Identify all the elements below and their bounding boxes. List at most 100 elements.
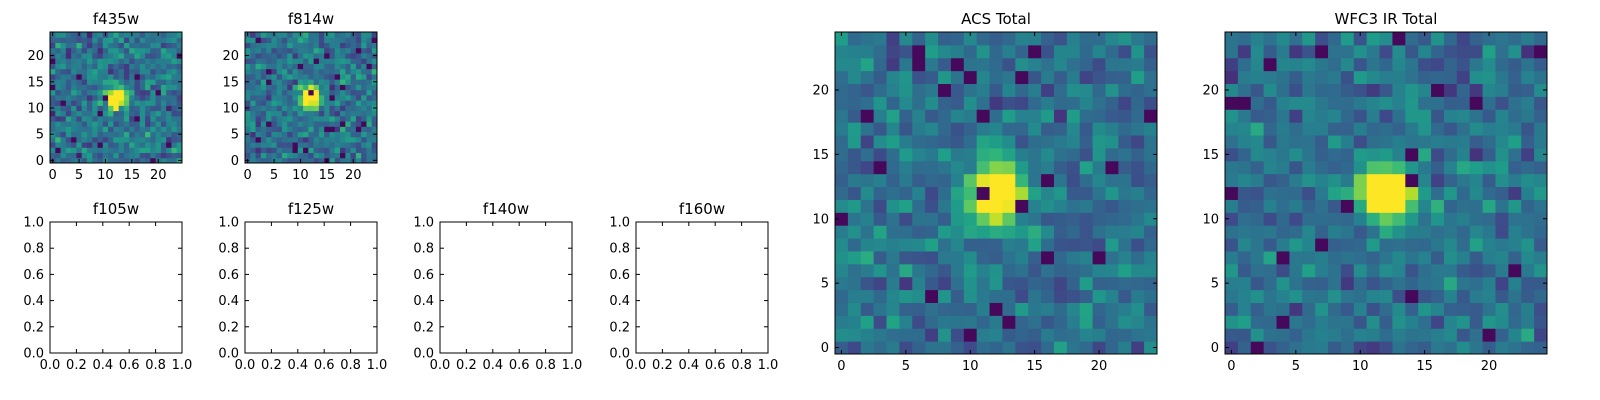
heatmap-cell: [1002, 238, 1016, 252]
heatmap-cell: [65, 147, 72, 154]
heatmap-cell: [1405, 96, 1419, 110]
heatmap-cell: [318, 100, 325, 106]
heatmap-cell: [835, 122, 849, 136]
heatmap-cell: [1521, 122, 1535, 136]
heatmap-cell: [1405, 238, 1419, 252]
heatmap-cell: [1105, 83, 1119, 97]
heatmap-cell: [92, 58, 99, 64]
heatmap-cell: [108, 68, 114, 75]
heatmap-cell: [938, 328, 952, 342]
heatmap-cell: [171, 79, 178, 85]
heatmap-cell: [976, 225, 991, 239]
heatmap-cell: [123, 73, 130, 80]
heatmap-cell: [1366, 263, 1381, 278]
heatmap-cell: [355, 136, 362, 143]
heatmap-cell: [97, 84, 104, 91]
heatmap-cell: [118, 94, 125, 101]
heatmap-cell: [166, 126, 172, 133]
heatmap-cell: [1225, 44, 1239, 59]
heatmap-cell: [176, 42, 183, 49]
heatmap-cell: [925, 250, 939, 265]
heatmap-cell: [250, 152, 257, 159]
heatmap-cell: [160, 58, 167, 64]
heatmap-cell: [1041, 328, 1055, 342]
heatmap-cell: [1250, 173, 1265, 188]
heatmap-cell: [102, 152, 109, 159]
heatmap-cell: [145, 89, 151, 96]
heatmap-cell: [1105, 199, 1119, 213]
heatmap-cell: [1534, 109, 1548, 123]
heatmap-cell: [1353, 238, 1368, 252]
heatmap-cell: [355, 68, 362, 75]
heatmap-cell: [938, 263, 952, 278]
heatmap-cell: [912, 341, 926, 355]
heatmap-cell: [97, 100, 104, 106]
heatmap-cell: [899, 83, 913, 97]
heatmap-cell: [145, 58, 151, 64]
heatmap-cell: [1328, 238, 1342, 252]
heatmap-cell: [250, 136, 257, 143]
heatmap-cell: [1405, 199, 1419, 213]
heatmap-cell: [1340, 328, 1355, 342]
heatmap-cell: [118, 52, 125, 59]
heatmap-cell: [1092, 44, 1106, 59]
heatmap-cell: [963, 160, 978, 175]
heatmap-cell: [366, 52, 373, 59]
heatmap-cell: [835, 225, 849, 239]
heatmap-cell: [345, 63, 352, 70]
heatmap-cell: [313, 147, 320, 154]
heatmap-cell: [1015, 135, 1029, 149]
heatmap-cell: [171, 52, 178, 59]
heatmap-cell: [899, 212, 913, 226]
heatmap-cell: [102, 94, 109, 101]
heatmap-cell: [1225, 160, 1239, 175]
heatmap-cell: [55, 47, 62, 54]
heatmap-cell: [303, 58, 309, 64]
heatmap-cell: [873, 96, 888, 110]
heatmap-cell: [371, 100, 378, 106]
heatmap-cell: [963, 32, 978, 46]
heatmap-cell: [329, 115, 336, 122]
heatmap-cell: [160, 126, 167, 133]
heatmap-cell: [355, 157, 362, 164]
heatmap-cell: [102, 126, 109, 133]
heatmap-cell: [350, 58, 357, 64]
heatmap-cell: [1456, 160, 1471, 175]
heatmap-cell: [950, 44, 965, 59]
heatmap-cell: [250, 42, 257, 49]
heatmap-cell: [297, 131, 304, 138]
heatmap-cell: [1328, 70, 1342, 85]
heatmap-cell: [134, 47, 141, 54]
heatmap-cell: [145, 152, 151, 159]
heatmap-cell: [1237, 44, 1252, 59]
heatmap-cell: [925, 70, 939, 85]
heatmap-cell: [1092, 302, 1106, 316]
heatmap-cell: [1041, 315, 1055, 329]
heatmap-cell: [308, 63, 315, 70]
heatmap-cell: [292, 68, 299, 75]
heatmap-cell: [134, 126, 141, 133]
heatmap-cell: [1431, 44, 1445, 59]
heatmap-cell: [1066, 70, 1081, 85]
heatmap-cell: [1379, 57, 1393, 72]
heatmap-cell: [1144, 160, 1158, 175]
heatmap-cell: [1041, 44, 1055, 59]
heatmap-cell: [166, 136, 172, 143]
heatmap-cell: [938, 225, 952, 239]
heatmap-cell: [1053, 328, 1068, 342]
heatmap-cell: [1092, 212, 1106, 226]
heatmap-cell: [271, 73, 278, 80]
heatmap-cell: [938, 147, 952, 162]
heatmap-cell: [925, 199, 939, 213]
heatmap-cell: [166, 84, 172, 91]
heatmap-cell: [92, 79, 99, 85]
heatmap-cell: [355, 47, 362, 54]
heatmap-cell: [1041, 276, 1055, 291]
heatmap-cell: [65, 79, 72, 85]
heatmap-cell: [166, 147, 172, 154]
heatmap-cell: [1508, 70, 1522, 85]
heatmap-cell: [245, 84, 251, 91]
heatmap-cell: [176, 63, 183, 70]
x-tick-label: 0.4: [678, 358, 699, 373]
heatmap-cell: [1418, 44, 1432, 59]
